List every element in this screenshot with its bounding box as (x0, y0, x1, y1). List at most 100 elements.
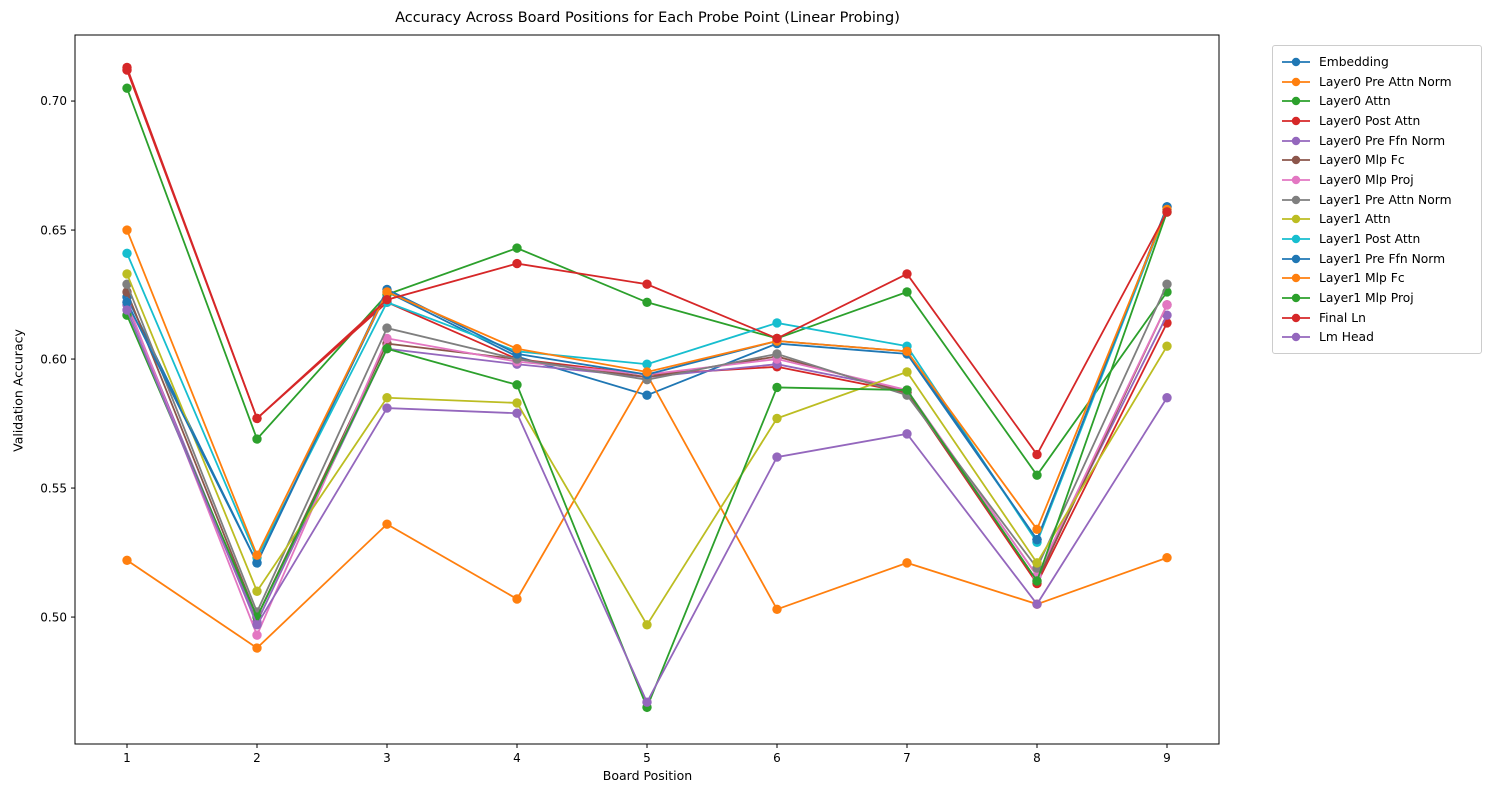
y-tick-label: 0.70 (40, 94, 67, 108)
series-marker-layer1-mlp-proj (1032, 576, 1042, 586)
legend-label: Final Ln (1319, 310, 1366, 325)
series-marker-layer1-mlp-fc (512, 344, 522, 354)
series-marker-layer1-mlp-fc (382, 287, 392, 297)
series-marker-layer1-pre-ffn-norm (252, 558, 262, 568)
series-marker-layer0-pre-attn-norm (1162, 553, 1172, 563)
series-marker-layer0-attn (902, 287, 912, 297)
legend-item-layer0-pre-attn-norm: Layer0 Pre Attn Norm (1281, 72, 1473, 92)
series-marker-layer1-post-attn (122, 248, 132, 258)
series-marker-lm-head (512, 408, 522, 418)
legend-label: Layer1 Post Attn (1319, 232, 1421, 247)
series-marker-lm-head (1162, 393, 1172, 403)
series-marker-layer0-attn (642, 297, 652, 307)
legend-marker (1282, 293, 1310, 303)
series-marker-layer0-attn (512, 243, 522, 253)
legend-label: Layer0 Pre Attn Norm (1319, 74, 1452, 89)
legend-label: Layer0 Attn (1319, 94, 1391, 109)
legend-marker (1282, 57, 1310, 67)
series-marker-lm-head (642, 697, 652, 707)
legend-label: Layer0 Mlp Proj (1319, 172, 1414, 187)
series-marker-layer0-pre-attn-norm (772, 604, 782, 615)
legend-item-layer0-pre-ffn-norm: Layer0 Pre Ffn Norm (1281, 131, 1473, 151)
legend-label: Layer1 Pre Ffn Norm (1319, 251, 1446, 266)
legend-marker (1282, 234, 1310, 244)
series-marker-final-ln (902, 269, 912, 279)
legend-marker (1282, 136, 1310, 145)
series-marker-final-ln (382, 295, 392, 305)
series-marker-layer1-attn (382, 393, 392, 403)
series-marker-layer1-pre-attn-norm (1162, 279, 1172, 289)
series-marker-final-ln (772, 333, 782, 344)
legend-label: Layer0 Mlp Fc (1319, 153, 1405, 168)
x-tick-label: 9 (1163, 751, 1171, 765)
x-tick-label: 2 (253, 751, 261, 765)
series-marker-layer1-mlp-proj (902, 385, 912, 395)
chart-title: Accuracy Across Board Positions for Each… (395, 10, 900, 26)
legend-marker (1282, 215, 1310, 224)
series-marker-lm-head (252, 620, 262, 630)
series-marker-layer1-attn (1162, 341, 1172, 351)
legend-label: Lm Head (1319, 330, 1374, 345)
series-marker-layer1-mlp-fc (252, 550, 262, 560)
x-tick-label: 8 (1033, 751, 1041, 765)
series-marker-layer0-pre-attn-norm (122, 555, 132, 565)
legend-item-lm-head: Lm Head (1281, 328, 1473, 348)
series-marker-layer0-pre-attn-norm (252, 643, 262, 653)
legend-marker (1282, 195, 1310, 204)
series-line-layer0-mlp-proj (126, 301, 1168, 638)
x-tick-label: 6 (773, 751, 781, 765)
series-marker-layer1-pre-attn-norm (382, 323, 392, 333)
legend-label: Layer1 Attn (1319, 212, 1391, 227)
series-marker-layer1-pre-ffn-norm (1032, 534, 1042, 545)
series-marker-layer0-mlp-proj (252, 630, 262, 640)
series-line-layer1-attn (126, 273, 1168, 627)
series-marker-layer1-mlp-fc (902, 346, 912, 357)
legend-label: Layer0 Post Attn (1319, 113, 1421, 128)
series-marker-layer0-pre-attn-norm (902, 558, 912, 568)
series-marker-final-ln (512, 258, 522, 269)
legend: Embedding Layer0 Pre Attn Norm Layer0 Attn… (1272, 45, 1482, 355)
legend-item-layer0-mlp-fc: Layer0 Mlp Fc (1281, 150, 1473, 170)
x-tick-label: 4 (513, 751, 521, 765)
series-marker-layer1-mlp-proj (382, 344, 392, 354)
series-marker-final-ln (122, 62, 132, 73)
legend-label: Layer1 Mlp Fc (1319, 271, 1405, 286)
series-marker-layer0-mlp-proj (1162, 300, 1172, 310)
series-marker-lm-head (772, 452, 782, 462)
legend-marker (1282, 313, 1310, 322)
y-tick-label: 0.50 (40, 610, 67, 624)
x-tick-label: 5 (643, 751, 651, 765)
series-marker-layer0-attn (122, 83, 132, 93)
series-marker-layer0-mlp-proj (382, 333, 392, 344)
legend-label: Embedding (1319, 54, 1389, 69)
legend-item-layer1-mlp-proj: Layer1 Mlp Proj (1281, 288, 1473, 308)
series-marker-lm-head (122, 305, 132, 315)
legend-marker (1282, 97, 1310, 106)
series-marker-layer1-mlp-proj (512, 380, 522, 390)
series-marker-layer1-attn (512, 398, 522, 408)
series-marker-layer1-pre-ffn-norm (122, 297, 132, 307)
legend-item-embedding: Embedding (1281, 52, 1473, 72)
series-marker-layer1-post-attn (642, 359, 652, 369)
series-marker-layer0-pre-ffn-norm (1162, 310, 1172, 320)
series-marker-layer1-post-attn (772, 318, 782, 328)
series-marker-layer1-attn (772, 413, 782, 424)
series-marker-layer1-mlp-fc (122, 225, 132, 235)
series-marker-final-ln (1162, 207, 1172, 217)
x-tick-label: 7 (903, 751, 911, 765)
legend-label: Layer0 Pre Ffn Norm (1319, 133, 1446, 148)
legend-item-final-ln: Final Ln (1281, 308, 1473, 328)
legend-marker (1282, 175, 1310, 185)
series-marker-layer1-mlp-fc (1032, 524, 1042, 535)
y-tick-label: 0.65 (40, 223, 67, 237)
x-axis-label: Board Position (602, 768, 693, 783)
series-marker-layer1-attn (902, 367, 912, 377)
y-tick-label: 0.60 (40, 352, 67, 366)
legend-label: Layer1 Pre Attn Norm (1319, 192, 1452, 207)
series-marker-lm-head (382, 403, 392, 413)
legend-marker (1282, 77, 1310, 86)
legend-label: Layer1 Mlp Proj (1319, 291, 1414, 306)
legend-item-layer0-mlp-proj: Layer0 Mlp Proj (1281, 170, 1473, 190)
